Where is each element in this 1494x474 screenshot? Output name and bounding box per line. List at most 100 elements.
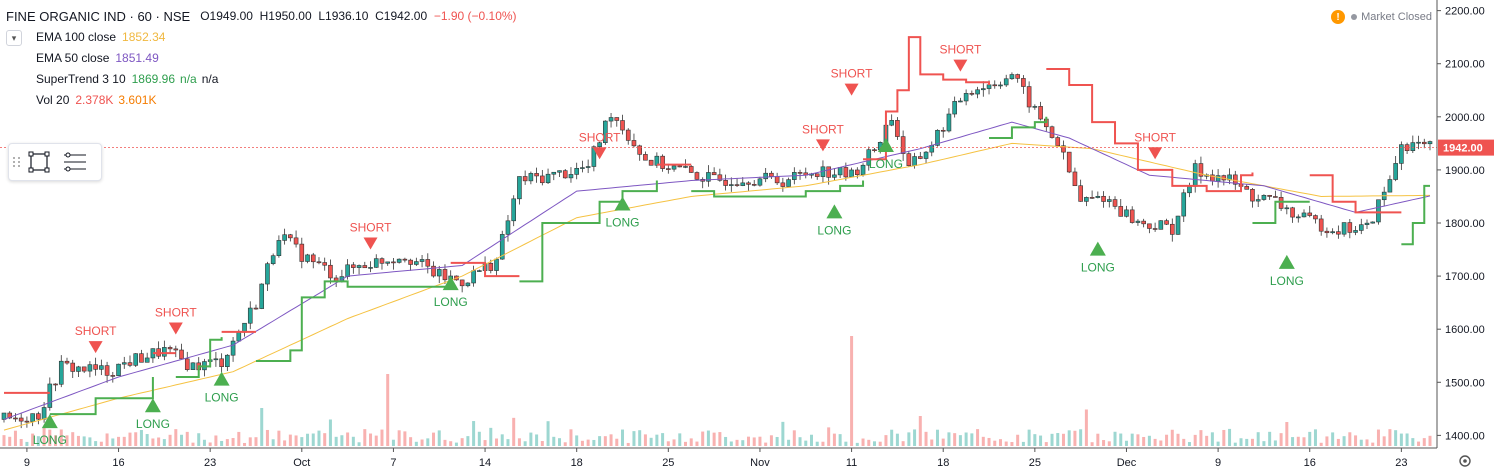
x-tick-label: 9 — [1215, 457, 1221, 469]
candle — [1106, 195, 1112, 208]
volume-bar — [964, 432, 968, 446]
symbol-title[interactable]: FINE ORGANIC IND · 60 · NSE — [6, 9, 191, 24]
volume-bar — [472, 421, 476, 446]
x-tick-label: 18 — [571, 457, 583, 469]
candle — [499, 230, 505, 260]
legend-header: FINE ORGANIC IND · 60 · NSE O1949.00 H19… — [6, 6, 517, 27]
volume-bar — [1142, 436, 1146, 446]
volume-bar — [351, 436, 355, 446]
volume-bar — [105, 433, 109, 446]
candle — [1284, 204, 1290, 215]
volume-bar — [998, 439, 1002, 446]
volume-bar — [1119, 433, 1123, 446]
candle — [1038, 101, 1043, 121]
volume-bar — [913, 429, 917, 446]
candle — [1169, 218, 1175, 242]
candle — [47, 377, 53, 411]
volume-bar — [918, 416, 922, 446]
volume-bar — [523, 441, 527, 446]
indicator-value: 3.601K — [118, 93, 157, 107]
candle — [293, 230, 299, 248]
candle — [104, 361, 110, 383]
volume-bar — [1067, 430, 1071, 446]
candle — [110, 371, 116, 383]
candle — [282, 228, 287, 245]
volume-bar — [374, 435, 378, 446]
rectangle-icon[interactable] — [21, 147, 57, 177]
candle — [522, 170, 528, 185]
high-value: 1950.00 — [268, 9, 312, 23]
volume-bar — [174, 429, 178, 446]
long-signal: LONG — [136, 398, 170, 431]
candle — [87, 361, 93, 378]
volume-bar — [317, 430, 321, 446]
legend-indicator-row[interactable]: SuperTrend 3 10 1869.96 n/a n/a — [6, 69, 517, 90]
volume-bar — [655, 434, 659, 446]
volume-bar — [815, 441, 819, 446]
candle — [276, 235, 282, 258]
volume-bar — [1359, 439, 1363, 446]
volume-bar — [798, 437, 802, 446]
volume-bar — [878, 441, 882, 446]
drag-handle-icon[interactable] — [13, 150, 21, 174]
x-tick-label: 7 — [390, 457, 396, 469]
candles — [1, 72, 1433, 429]
candle — [1301, 209, 1307, 218]
legend-indicator-row[interactable]: EMA 50 close 1851.49 — [6, 48, 517, 69]
candle — [385, 261, 391, 266]
candle — [643, 151, 648, 161]
volume-bar — [1422, 438, 1426, 446]
long-signal: LONG — [205, 371, 239, 405]
candle — [53, 383, 58, 392]
svg-text:LONG: LONG — [605, 215, 639, 229]
warning-icon[interactable]: ! — [1331, 10, 1346, 24]
volume-bar — [254, 437, 258, 446]
candle — [150, 348, 156, 363]
candle — [299, 237, 305, 269]
candle — [574, 162, 579, 180]
candle — [1215, 169, 1221, 188]
volume-bar — [54, 435, 58, 446]
candle — [64, 357, 70, 365]
y-tick-label: 2000.00 — [1445, 112, 1485, 124]
volume-bar — [117, 436, 121, 446]
candle — [517, 176, 522, 205]
volume-bar — [861, 438, 865, 446]
candle — [872, 148, 877, 153]
lines-icon[interactable] — [57, 147, 93, 177]
svg-text:SHORT: SHORT — [939, 43, 981, 57]
legend-indicator-row[interactable]: EMA 100 close 1852.34 — [6, 27, 517, 48]
candle — [528, 171, 534, 185]
volume-bar — [1176, 433, 1180, 446]
volume-bar — [151, 438, 155, 446]
volume-bar — [947, 432, 951, 446]
candle — [144, 352, 150, 363]
volume-bar — [36, 436, 40, 446]
volume-bar — [202, 439, 206, 446]
indicator-value: 2.378K — [75, 93, 114, 107]
legend-indicator-row[interactable]: Vol 20 2.378K 3.601K — [6, 90, 517, 111]
candle — [1032, 104, 1038, 110]
chevron-down-icon[interactable]: ▾ — [6, 30, 22, 46]
volume-bar — [449, 441, 453, 446]
candle — [511, 195, 516, 227]
volume-bar — [1399, 433, 1403, 446]
supertrend-long-line — [691, 180, 865, 198]
svg-text:LONG: LONG — [869, 157, 903, 171]
candle — [837, 167, 843, 178]
volume-bar — [1170, 429, 1174, 446]
candle — [1, 412, 7, 423]
volume-bar — [437, 430, 441, 446]
candle — [706, 165, 711, 187]
volume-bar — [134, 432, 138, 446]
settings-gear-icon — [1459, 455, 1471, 467]
volume-bar — [48, 429, 52, 446]
volume-bar — [535, 434, 539, 446]
candle — [992, 80, 998, 89]
candle — [265, 261, 270, 292]
candle — [133, 353, 139, 367]
candle — [24, 416, 30, 428]
candle — [1101, 191, 1106, 208]
volume-bar — [59, 429, 63, 446]
